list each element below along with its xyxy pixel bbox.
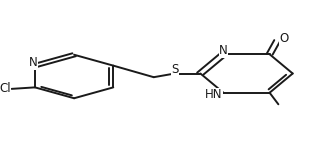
Text: O: O <box>279 32 289 45</box>
Text: Cl: Cl <box>0 82 11 95</box>
Text: N: N <box>219 44 228 57</box>
Text: N: N <box>29 56 38 69</box>
Text: S: S <box>171 63 178 76</box>
Text: HN: HN <box>205 88 223 102</box>
